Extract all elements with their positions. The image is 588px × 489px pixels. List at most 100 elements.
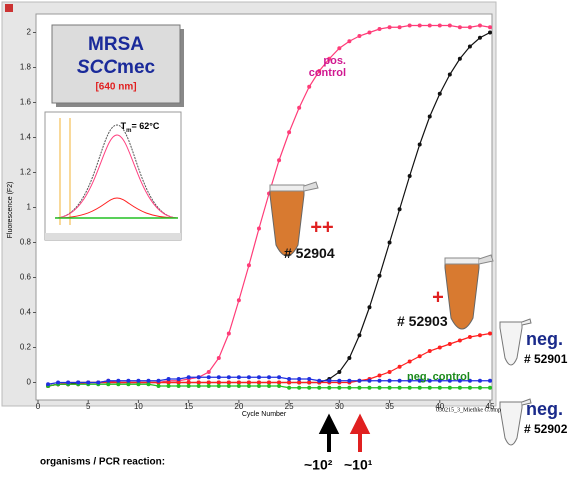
data-point [408,360,412,364]
data-point [347,356,351,360]
data-point [327,386,331,390]
data-point [287,381,291,385]
series-label: # 52903 [397,314,477,350]
data-point [237,384,241,388]
inset [45,112,181,240]
x-tick-label: 35 [385,402,394,411]
data-point [388,25,392,29]
file-name: 050215_3_Miethke G.bmp [436,407,501,413]
y-tick-label: 0 [27,378,32,387]
data-point [367,386,371,390]
data-point [337,379,341,383]
data-point [167,384,171,388]
data-point [157,384,161,388]
neg-label: neg. [526,329,563,349]
data-point [398,379,402,383]
data-point [388,241,392,245]
arrow [322,418,336,452]
data-point [287,377,291,381]
y-tick-label: 1 [27,203,32,212]
data-point [237,381,241,385]
data-point [136,382,140,386]
data-point [207,370,211,374]
data-point [267,381,271,385]
data-point [257,384,261,388]
series-label: # 52904 [284,246,364,282]
data-point [388,370,392,374]
data-point [116,379,120,383]
data-point [468,25,472,29]
data-point [207,375,211,379]
data-point [378,27,382,31]
data-point [297,377,301,381]
data-point [76,381,80,385]
data-point [357,34,361,38]
data-point [257,381,261,385]
data-point [167,377,171,381]
data-point [418,143,422,147]
data-point [488,332,492,336]
data-point [227,375,231,379]
data-point [157,379,161,383]
data-point [197,384,201,388]
data-point [398,365,402,369]
data-point [197,375,201,379]
data-point [197,381,201,385]
data-point [458,25,462,29]
y-tick-label: 0.2 [20,343,32,352]
data-point [317,379,321,383]
data-point [177,377,181,381]
data-point [227,332,231,336]
x-axis-label: Cycle Number [242,411,287,418]
data-point [337,370,341,374]
data-point [287,130,291,134]
data-point [247,384,251,388]
data-point [86,381,90,385]
x-tick-label: 20 [234,402,243,411]
data-point [367,379,371,383]
y-tick-label: 1.2 [20,168,32,177]
data-point [207,381,211,385]
data-point [177,384,181,388]
app-icon [5,4,13,12]
data-point [106,382,110,386]
series-label-text: pos. control [302,56,346,79]
data-point [307,386,311,390]
data-point [388,386,392,390]
data-point [307,377,311,381]
data-point [267,384,271,388]
data-point [367,31,371,35]
data-point [217,356,221,360]
data-point [418,24,422,28]
data-point [217,384,221,388]
arrow [353,418,367,452]
series-label-text: # 52903 [397,314,477,329]
title-italic: SCC [77,57,117,78]
neg-label: neg. [526,399,563,419]
sample-id: # 52901 [524,352,568,366]
data-point [207,384,211,388]
data-point [116,382,120,386]
x-tick-label: 10 [134,402,143,411]
data-point [347,39,351,43]
inset-toolbar [45,233,181,240]
data-point [267,375,271,379]
data-point [167,381,171,385]
chart: MRSA SCCmec [640 nm] Tm= 62°C Cycle Numb… [0,0,588,484]
data-point [428,115,432,119]
x-tick-label: 30 [335,402,344,411]
data-point [478,333,482,337]
data-point [126,379,130,383]
data-point [317,386,321,390]
data-point [146,379,150,383]
data-point [337,46,341,50]
y-tick-label: 0.4 [20,308,32,317]
series-label: neg. control [407,372,497,408]
y-tick-label: 1.8 [20,63,32,72]
data-point [458,57,462,61]
data-point [418,354,422,358]
data-point [438,24,442,28]
y-tick-label: 1.4 [20,133,32,142]
data-point [187,375,191,379]
title-sub: SCCmec [77,57,156,78]
